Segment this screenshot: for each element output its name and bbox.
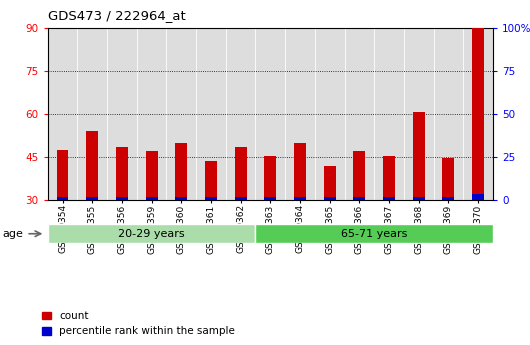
FancyBboxPatch shape: [255, 28, 285, 200]
Bar: [175, 142, 187, 200]
Legend: count, percentile rank within the sample: count, percentile rank within the sample: [42, 311, 235, 336]
Text: age: age: [3, 229, 23, 239]
Bar: [86, 131, 98, 200]
Bar: [57, 150, 68, 200]
FancyBboxPatch shape: [48, 28, 77, 200]
Text: 65-71 years: 65-71 years: [341, 229, 408, 239]
FancyBboxPatch shape: [48, 224, 255, 243]
FancyBboxPatch shape: [226, 28, 255, 200]
FancyBboxPatch shape: [463, 28, 493, 200]
Bar: [294, 197, 306, 200]
Bar: [205, 197, 217, 200]
FancyBboxPatch shape: [137, 28, 166, 200]
Bar: [57, 197, 68, 200]
FancyBboxPatch shape: [196, 28, 226, 200]
Bar: [443, 158, 454, 200]
Bar: [146, 197, 157, 200]
Bar: [294, 142, 306, 200]
Bar: [383, 197, 395, 200]
Bar: [86, 197, 98, 200]
Bar: [175, 197, 187, 200]
Bar: [413, 197, 425, 200]
Bar: [235, 197, 246, 200]
Bar: [116, 197, 128, 200]
Bar: [264, 156, 276, 200]
FancyBboxPatch shape: [344, 28, 374, 200]
Bar: [354, 197, 365, 200]
FancyBboxPatch shape: [434, 28, 463, 200]
Bar: [264, 197, 276, 200]
FancyBboxPatch shape: [255, 224, 493, 243]
FancyBboxPatch shape: [374, 28, 404, 200]
FancyBboxPatch shape: [166, 28, 196, 200]
FancyBboxPatch shape: [107, 28, 137, 200]
FancyBboxPatch shape: [404, 28, 434, 200]
Bar: [472, 194, 484, 200]
Bar: [383, 156, 395, 200]
FancyBboxPatch shape: [315, 28, 344, 200]
FancyBboxPatch shape: [77, 28, 107, 200]
Bar: [443, 197, 454, 200]
Bar: [354, 151, 365, 200]
Bar: [116, 147, 128, 200]
Bar: [413, 112, 425, 200]
Bar: [472, 28, 484, 200]
FancyBboxPatch shape: [285, 28, 315, 200]
Bar: [146, 151, 157, 200]
Bar: [324, 197, 335, 200]
Bar: [324, 166, 335, 200]
Text: GDS473 / 222964_at: GDS473 / 222964_at: [48, 9, 186, 22]
Bar: [235, 147, 246, 200]
Text: 20-29 years: 20-29 years: [118, 229, 185, 239]
Bar: [205, 161, 217, 200]
